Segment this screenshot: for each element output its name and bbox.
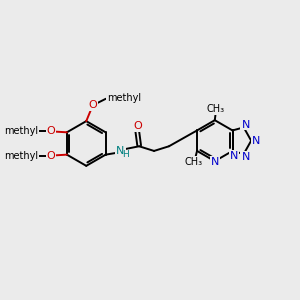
Text: O: O <box>47 151 56 160</box>
Text: N: N <box>230 151 238 160</box>
Text: N: N <box>211 157 219 167</box>
Text: N: N <box>242 120 250 130</box>
Text: N: N <box>252 136 260 146</box>
Text: methyl: methyl <box>4 151 38 160</box>
Text: methyl: methyl <box>107 93 141 103</box>
Text: methyl: methyl <box>4 126 38 136</box>
Text: O: O <box>88 100 97 110</box>
Text: O: O <box>133 121 142 131</box>
Text: N: N <box>242 152 250 162</box>
Text: H: H <box>122 150 128 159</box>
Text: O: O <box>47 126 56 136</box>
Text: N: N <box>116 146 125 156</box>
Text: CH₃: CH₃ <box>207 104 225 114</box>
Text: CH₃: CH₃ <box>184 157 202 167</box>
